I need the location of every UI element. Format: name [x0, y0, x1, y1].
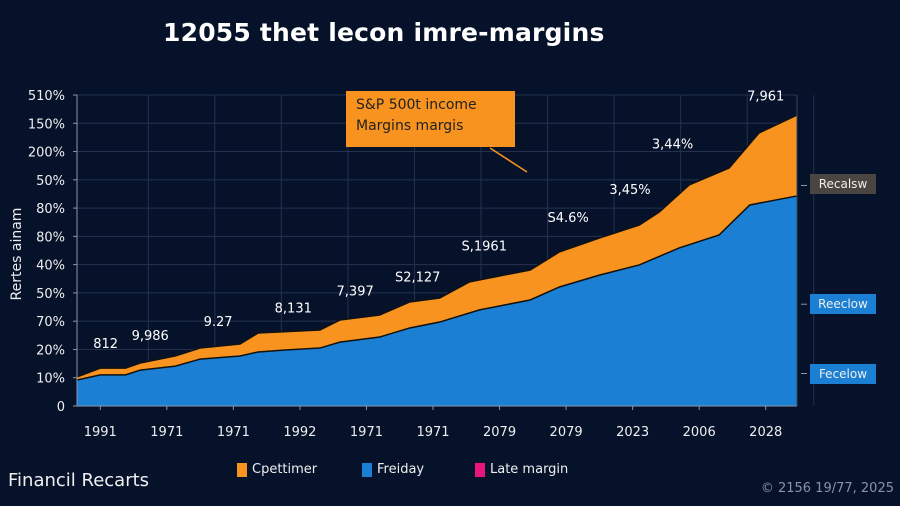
legend-item-3: Late margin: [475, 462, 568, 477]
x-tick-label: 2023: [616, 425, 649, 440]
data-label: 812: [93, 337, 118, 352]
copyright: © 2156 19/77, 2025: [760, 481, 894, 496]
annotation-line-2: Margins margis: [356, 118, 464, 134]
legend-item-1: Cpettimer: [237, 462, 317, 477]
data-label: 7,397: [337, 285, 374, 300]
data-label: 3,45%: [609, 183, 650, 198]
x-tick-label: 2079: [483, 425, 516, 440]
legend-label: Late margin: [490, 462, 569, 477]
chart-title: 12055 thet lecon imre-margins: [163, 18, 605, 47]
side-tag-1: Recalsw: [810, 174, 876, 194]
x-tick-label: 1992: [283, 425, 316, 440]
y-tick-label: 10%: [36, 372, 65, 387]
area-series-blue: [77, 195, 797, 406]
legend-swatch: [237, 462, 247, 477]
annotation-callout: S&P 500t income Margins margis: [346, 91, 515, 147]
x-tick-label: 1991: [84, 425, 117, 440]
area-series-orange-edge: [76, 114, 798, 378]
annotation-arrow: [489, 147, 528, 173]
y-tick-label: 50%: [36, 287, 65, 302]
data-label: 9,986: [132, 329, 169, 344]
data-label: S,1961: [462, 240, 507, 255]
y-tick-label: 80%: [36, 230, 65, 245]
x-tick-label: 1971: [217, 425, 250, 440]
legend-label: Freiday: [377, 462, 425, 477]
side-tag-3: Fecelow: [810, 364, 876, 384]
brand-name: Financil Recarts: [8, 470, 150, 491]
x-tick-label: 1971: [350, 425, 383, 440]
data-label: 8,131: [275, 302, 312, 317]
side-tag-2: Reeclow: [810, 294, 876, 314]
x-tick-label: 2079: [550, 425, 583, 440]
y-tick-label: 510%: [28, 89, 65, 104]
data-label: 9.27: [204, 315, 233, 330]
x-tick-label: 2006: [683, 425, 716, 440]
y-tick-label: 20%: [36, 343, 65, 358]
area-series-blue-edge: [76, 195, 798, 381]
y-tick-label: 0: [57, 400, 65, 415]
data-label: S4.6%: [547, 211, 588, 226]
y-tick-label: 40%: [36, 259, 65, 274]
x-tick-label: 1971: [416, 425, 449, 440]
y-tick-label: 50%: [36, 174, 65, 189]
legend-swatch: [475, 462, 485, 477]
y-tick-label: 150%: [28, 117, 65, 132]
legend-swatch: [362, 462, 372, 477]
x-tick-label: 1971: [150, 425, 183, 440]
data-label: 7,961: [747, 90, 784, 105]
y-tick-label: 200%: [28, 146, 65, 161]
data-label: S2,127: [395, 271, 440, 286]
y-tick-label: 80%: [36, 202, 65, 217]
legend-label: Cpettimer: [252, 462, 318, 477]
x-tick-label: 2028: [749, 425, 782, 440]
legend-item-2: Freiday: [362, 462, 424, 477]
y-tick-label: 70%: [36, 315, 65, 330]
data-label: 3,44%: [652, 138, 693, 153]
annotation-line-1: S&P 500t income: [356, 97, 477, 113]
